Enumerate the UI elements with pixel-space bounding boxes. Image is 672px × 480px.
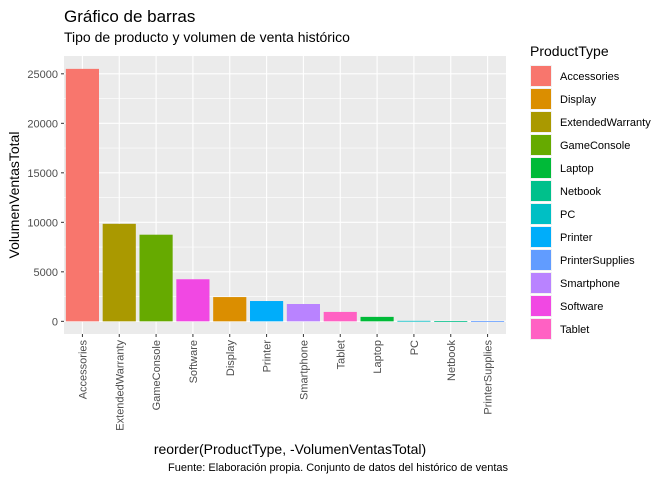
bar-printersupplies <box>471 321 505 322</box>
legend-label: PC <box>560 209 575 221</box>
legend-swatch <box>531 89 551 109</box>
legend-swatch <box>531 250 551 270</box>
x-tick-label: PC <box>409 340 421 355</box>
legend-title: ProductType <box>530 43 609 59</box>
legend-label: Netbook <box>560 186 601 198</box>
x-tick-label: Laptop <box>372 340 384 374</box>
bar-smartphone <box>286 304 320 322</box>
bar-extendedwarranty <box>102 223 136 322</box>
bar-gameconsole <box>139 234 173 322</box>
bar-pc <box>397 320 431 322</box>
x-tick-label: Smartphone <box>298 340 310 400</box>
legend-swatch <box>531 319 551 339</box>
legend-label: GameConsole <box>560 140 630 152</box>
bar-accessories <box>65 68 99 322</box>
bar-tablet <box>323 311 357 322</box>
y-tick-label: 10000 <box>27 217 58 229</box>
bar-software <box>176 279 210 322</box>
y-axis-label: VolumenVentasTotal <box>6 132 22 259</box>
legend-label: Software <box>560 301 603 313</box>
bar-netbook <box>434 321 468 322</box>
legend-swatch <box>531 273 551 293</box>
legend-label: Laptop <box>560 163 594 175</box>
legend-swatch <box>531 296 551 316</box>
legend-label: ExtendedWarranty <box>560 117 651 129</box>
legend-label: Tablet <box>560 324 589 336</box>
y-axis-ticks: 0 5000 10000 15000 20000 25000 <box>27 69 64 328</box>
bar-printer <box>250 301 284 322</box>
x-tick-label: ExtendedWarranty <box>114 340 126 431</box>
x-axis-ticks: Accessories ExtendedWarranty GameConsole So… <box>77 334 495 431</box>
legend: ProductType Accessories Display ExtendedWa… <box>530 43 651 340</box>
x-axis-label: reorder(ProductType, -VolumenVentasTotal… <box>154 441 426 457</box>
legend-swatch <box>531 181 551 201</box>
y-tick-label: 15000 <box>27 168 58 180</box>
y-tick-label: 0 <box>52 316 58 328</box>
legend-label: Smartphone <box>560 278 620 290</box>
x-tick-label: PrinterSupplies <box>483 340 495 415</box>
legend-swatch <box>531 112 551 132</box>
x-tick-label: Accessories <box>77 340 89 400</box>
grid-lines <box>64 56 506 334</box>
y-tick-label: 5000 <box>34 267 58 279</box>
plot-panel <box>64 56 506 334</box>
chart-title: Gráfico de barras <box>64 7 195 26</box>
x-tick-label: Netbook <box>446 340 458 381</box>
legend-swatch <box>531 158 551 178</box>
legend-label: Accessories <box>560 71 620 83</box>
bar-laptop <box>360 316 394 322</box>
x-tick-label: GameConsole <box>151 340 163 410</box>
bar-display <box>213 297 247 322</box>
legend-swatch <box>531 227 551 247</box>
x-tick-label: Display <box>225 340 237 377</box>
bars <box>65 68 505 322</box>
chart-subtitle: Tipo de producto y volumen de venta hist… <box>64 29 350 45</box>
y-tick-label: 20000 <box>27 118 58 130</box>
x-tick-label: Printer <box>262 340 274 373</box>
chart-caption: Fuente: Elaboración propia. Conjunto de … <box>168 462 508 474</box>
x-tick-label: Software <box>188 340 200 383</box>
legend-label: PrinterSupplies <box>560 255 635 267</box>
legend-swatch <box>531 204 551 224</box>
y-tick-label: 25000 <box>27 69 58 81</box>
x-tick-label: Tablet <box>335 340 347 369</box>
legend-label: Display <box>560 94 597 106</box>
legend-swatch <box>531 135 551 155</box>
legend-swatch <box>531 66 551 86</box>
legend-label: Printer <box>560 232 593 244</box>
